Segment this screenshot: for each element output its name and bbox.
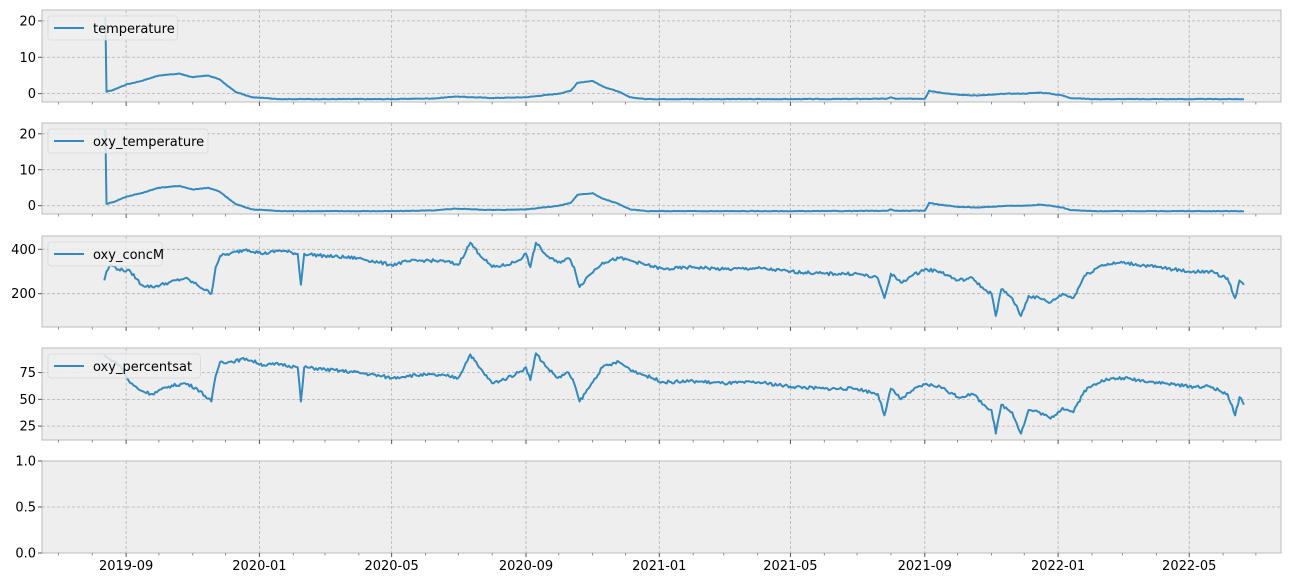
series-line-temperature xyxy=(103,16,1244,101)
y-tick-label: 25 xyxy=(19,420,36,435)
legend: oxy_percentsat xyxy=(47,353,201,379)
legend-label: oxy_concM xyxy=(93,248,164,263)
x-tick-label: 2020-01 xyxy=(232,559,286,574)
series-line-oxy-temperature xyxy=(103,129,1245,213)
y-tick-label: 200 xyxy=(11,287,36,302)
chart-panel-5: 0.0 0.5 1.0 xyxy=(15,455,1282,562)
x-tick-label: 2021-01 xyxy=(632,559,686,574)
legend-label: temperature xyxy=(93,22,175,37)
legend-box xyxy=(47,15,179,41)
series-line-oxy-percentsat xyxy=(103,352,1245,435)
y-tick-label: 50 xyxy=(19,393,36,408)
y-tick-label: 10 xyxy=(19,163,36,178)
x-tick-label: 2020-05 xyxy=(364,559,418,574)
x-tick-label: 2021-05 xyxy=(763,559,817,574)
x-tick-label: 2022-01 xyxy=(1031,559,1085,574)
legend: oxy_concM xyxy=(47,241,164,267)
x-tick-label: 2021-09 xyxy=(898,559,952,574)
legend-box xyxy=(47,128,209,154)
y-tick-label: 20 xyxy=(19,127,36,142)
x-tick-label: 2022-05 xyxy=(1162,559,1216,574)
y-tick-label: 1.0 xyxy=(15,455,36,470)
y-tick-label: 0 xyxy=(28,199,36,214)
legend: oxy_temperature xyxy=(47,128,209,154)
legend: temperature xyxy=(47,15,179,41)
y-tick-label: 0.5 xyxy=(15,501,36,516)
y-tick-label: 0 xyxy=(28,87,36,102)
axes-frame xyxy=(41,347,1282,441)
series-line-oxy-concM xyxy=(103,241,1245,317)
chart-panel-3: 200 400 oxy_concM xyxy=(11,235,1282,331)
legend-box xyxy=(47,353,201,379)
chart-panel-2: 0 10 20 oxy_temperature xyxy=(19,122,1282,218)
axes-background xyxy=(42,10,1281,102)
axes-frame xyxy=(41,122,1282,215)
y-tick-label: 400 xyxy=(11,243,36,258)
axes-frame xyxy=(41,235,1282,328)
legend-label: oxy_temperature xyxy=(93,135,204,150)
axes-background xyxy=(42,123,1281,214)
x-tick-label: 2019-09 xyxy=(99,559,153,574)
legend-label: oxy_percentsat xyxy=(93,360,192,375)
legend-box xyxy=(47,241,163,267)
x-tick-label: 2020-09 xyxy=(499,559,553,574)
axes-background xyxy=(42,348,1281,440)
y-tick-label: 20 xyxy=(19,14,36,29)
y-tick-label: 75 xyxy=(19,366,36,381)
chart-panel-1: 0 10 20 temperature xyxy=(19,9,1282,106)
y-tick-label: 10 xyxy=(19,51,36,66)
chart-panel-4: 25 50 75 oxy_percentsat xyxy=(19,347,1282,444)
y-tick-label: 0.0 xyxy=(15,547,36,562)
axes-frame xyxy=(41,9,1282,103)
